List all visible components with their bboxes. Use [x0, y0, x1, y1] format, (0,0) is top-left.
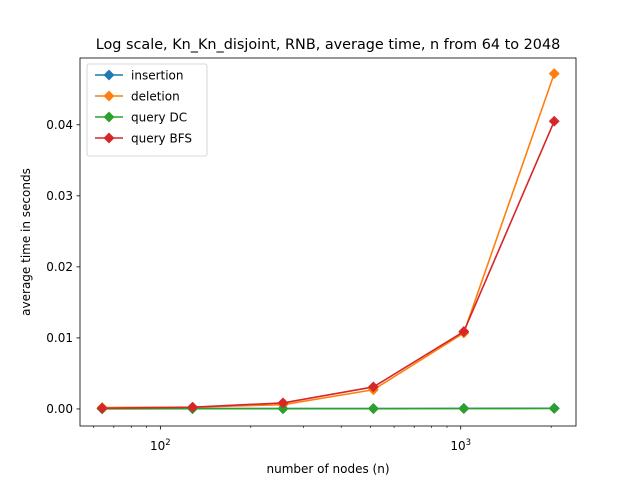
legend-label-deletion: deletion — [131, 89, 180, 103]
legend-label-insertion: insertion — [131, 68, 184, 82]
y-tick-label: 0.04 — [46, 118, 73, 132]
y-tick-label: 0.03 — [46, 189, 73, 203]
x-axis-label: number of nodes (n) — [266, 462, 389, 476]
legend-label-query-dc: query DC — [131, 110, 187, 124]
chart-title: Log scale, Kn_Kn_disjoint, RNB, average … — [96, 37, 561, 53]
y-tick-label: 0.01 — [46, 331, 73, 345]
y-tick-label: 0.02 — [46, 260, 73, 274]
y-tick-label: 0.00 — [46, 402, 73, 416]
legend-label-query-bfs: query BFS — [131, 131, 192, 145]
legend: insertion deletion query DC query BFS — [87, 64, 207, 156]
y-axis-label: average time in seconds — [19, 168, 33, 316]
